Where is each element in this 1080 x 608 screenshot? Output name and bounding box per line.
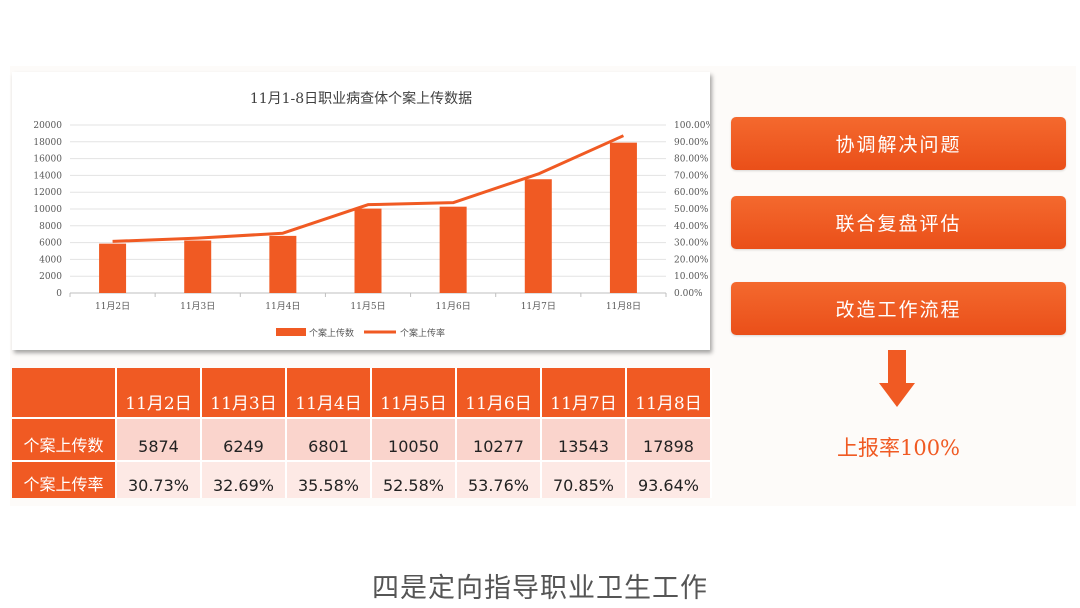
arrow-down-icon [879,350,915,407]
coordinate-resolve-button[interactable]: 协调解决问题 [731,117,1066,170]
x-tick-label: 11月3日 [180,301,215,312]
table-header-cell: 11月5日 [371,368,457,418]
table-header-cell: 11月8日 [626,368,712,418]
table-row-upload-rate: 个案上传率 30.73% 32.69% 35.58% 52.58% 53.76%… [12,460,712,498]
table-header-cell: 11月2日 [116,368,202,418]
y2-tick-label: 20.00% [674,255,709,265]
x-tick-label: 11月2日 [95,301,130,312]
y-tick-label: 20000 [33,121,62,131]
y2-tick-label: 50.00% [674,205,709,215]
y-tick-label: 6000 [39,239,62,249]
bar [439,206,467,293]
chart-card: 11月1-8日职业病查体个案上传数据 0 2000 4000 6000 8000 1000… [12,72,710,350]
x-axis: 11月2日 11月3日 11月4日 11月5日 11月6日 11月7日 11月8日 [69,293,667,312]
y-tick-label: 10000 [33,205,62,215]
table-cell: 70.85% [541,460,627,498]
x-tick-label: 11月7日 [521,301,556,312]
y-tick-label: 18000 [33,138,62,148]
table-cell: 30.73% [116,460,202,498]
y-tick-label: 12000 [33,188,62,198]
table-cell: 53.76% [456,460,542,498]
result-label: 上报率100% [836,436,961,460]
table-cell: 13543 [541,417,627,461]
legend-label-bar: 个案上传数 [309,327,354,339]
table-cell: 32.69% [201,460,287,498]
y2-tick-label: 80.00% [674,155,709,165]
combo-chart: 11月1-8日职业病查体个案上传数据 0 2000 4000 6000 8000 1000… [33,90,710,339]
bar [269,235,297,293]
chart-title: 11月1-8日职业病查体个案上传数据 [250,90,472,107]
legend-swatch-bar [276,328,306,336]
table-cell: 17898 [626,417,712,461]
x-tick-label: 11月4日 [265,301,300,312]
bar [524,179,552,293]
y2-tick-label: 40.00% [674,222,709,232]
y-tick-label: 4000 [39,255,62,265]
data-table: 11月2日 11月3日 11月4日 11月5日 11月6日 11月7日 11月8… [12,368,712,498]
y2-tick-label: 100.00% [674,121,710,131]
x-tick-label: 11月5日 [350,301,385,312]
table-row-upload-count: 个案上传数 5874 6249 6801 10050 10277 13543 1… [12,417,712,461]
y-axis-left: 0 2000 4000 6000 8000 10000 12000 14000 16000 180… [33,121,62,299]
table-cell: 10050 [371,417,457,461]
table-cell: 52.58% [371,460,457,498]
table-cell: 35.58% [286,460,372,498]
y2-tick-label: 90.00% [674,138,709,148]
y-tick-label: 14000 [33,171,62,181]
y-tick-label: 0 [56,289,62,299]
bar [354,208,382,293]
table-header-cell: 11月7日 [541,368,627,418]
bar [99,243,127,293]
table-header-row: 11月2日 11月3日 11月4日 11月5日 11月6日 11月7日 11月8… [12,368,712,418]
y2-tick-label: 60.00% [674,188,709,198]
x-tick-label: 11月8日 [606,301,641,312]
reform-workflow-button[interactable]: 改造工作流程 [731,282,1066,335]
table-header-cell: 11月3日 [201,368,287,418]
chart-legend: 个案上传数 个案上传率 [276,327,445,339]
y-axis-right: 0.00% 10.00% 20.00% 30.00% 40.00% 50.00% 60.00… [674,121,710,299]
table-cell: 93.64% [626,460,712,498]
table-cell: 10277 [456,417,542,461]
table-row-label: 个案上传数 [12,417,117,461]
y2-tick-label: 70.00% [674,171,709,181]
line-series [112,134,625,243]
y-tick-label: 8000 [39,222,62,232]
y2-tick-label: 10.00% [674,272,709,282]
y-tick-label: 16000 [33,155,62,165]
table-corner-cell [12,368,117,418]
bar [609,142,637,293]
joint-review-button[interactable]: 联合复盘评估 [731,196,1066,249]
table-header-cell: 11月4日 [286,368,372,418]
bar-series [99,142,637,293]
table-cell: 6249 [201,417,287,461]
bar [184,240,212,293]
rate-line [112,134,625,243]
table-header-cell: 11月6日 [456,368,542,418]
y-tick-label: 2000 [39,272,62,282]
table-cell: 6801 [286,417,372,461]
y2-tick-label: 30.00% [674,239,709,249]
table-row-label: 个案上传率 [12,460,117,498]
y2-tick-label: 0.00% [674,289,703,299]
table-cell: 5874 [116,417,202,461]
slide-caption: 四是定向指导职业卫生工作 [372,573,708,604]
legend-label-line: 个案上传率 [400,327,445,339]
x-tick-label: 11月6日 [436,301,471,312]
